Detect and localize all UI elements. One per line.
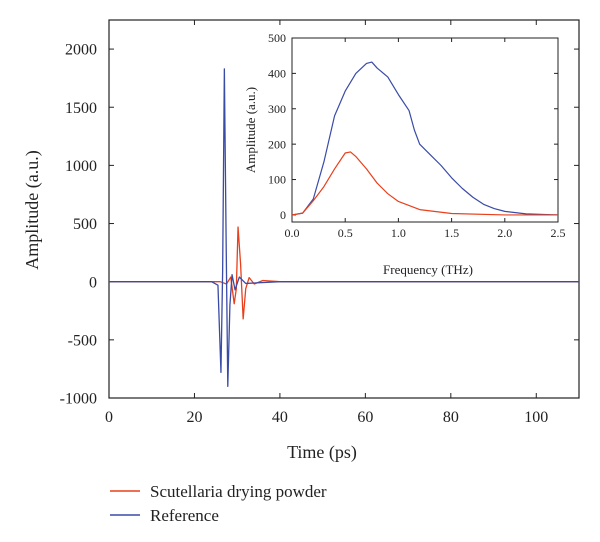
main-y-tick-label: 0 (89, 274, 97, 291)
main-x-tick-label: 80 (443, 409, 459, 426)
main-y-tick-label: 1000 (65, 158, 97, 175)
main-y-tick-label: 2000 (65, 42, 97, 59)
main-x-tick-label: 60 (357, 409, 373, 426)
inset-x-tick-label: 0.5 (338, 226, 353, 240)
inset-y-tick-label: 400 (268, 67, 286, 81)
inset-series-scutellaria (291, 151, 558, 216)
inset-y-tick-label: 100 (268, 173, 286, 187)
inset-x-tick-label: 1.5 (444, 226, 459, 240)
main-x-tick-label: 0 (105, 409, 113, 426)
inset-y-axis-label: Amplitude (a.u.) (243, 87, 258, 173)
main-y-axis-label: Amplitude (a.u.) (22, 150, 43, 269)
legend: Scutellaria drying powder Reference (110, 482, 327, 525)
inset-y-tick-label: 0 (280, 208, 286, 222)
inset-y-tick-label: 300 (268, 102, 286, 116)
main-x-axis-label: Time (ps) (287, 442, 357, 463)
main-x-tick-label: 100 (524, 409, 548, 426)
inset-x-tick-label: 2.0 (497, 226, 512, 240)
main-y-tick-label: -500 (68, 332, 97, 349)
main-series-scutellaria (109, 226, 579, 320)
main-series-reference (109, 68, 579, 388)
legend-label-reference: Reference (150, 506, 219, 525)
main-x-tick-label: 40 (272, 409, 288, 426)
inset-x-tick-label: 2.5 (551, 226, 566, 240)
main-y-tick-label: 1500 (65, 100, 97, 117)
inset-x-axis-label: Frequency (THz) (383, 262, 473, 277)
main-x-tick-label: 20 (186, 409, 202, 426)
inset-y-tick-label: 500 (268, 31, 286, 45)
inset-y-tick-label: 200 (268, 137, 286, 151)
inset-x-tick-label: 1.0 (391, 226, 406, 240)
main-plot-frame (108, 19, 580, 399)
main-y-tick-label: 500 (73, 216, 97, 233)
inset-plot-frame (291, 37, 559, 223)
inset-series-reference (291, 61, 559, 216)
legend-label-scutellaria: Scutellaria drying powder (150, 482, 327, 501)
main-y-tick-label: -1000 (60, 391, 97, 408)
inset-x-tick-label: 0.0 (285, 226, 300, 240)
